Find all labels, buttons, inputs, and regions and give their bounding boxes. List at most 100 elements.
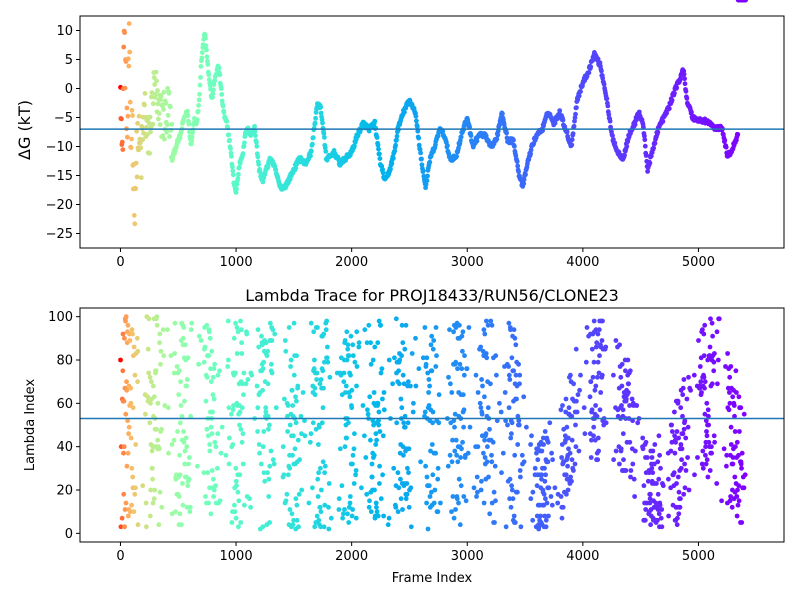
bottom-point <box>401 381 407 387</box>
bottom-point <box>130 405 136 411</box>
top-point <box>388 166 393 172</box>
bottom-point <box>369 474 375 480</box>
bottom-point <box>296 524 301 530</box>
bottom-point <box>318 465 323 471</box>
bottom-point <box>211 396 217 402</box>
bottom-point <box>180 335 186 341</box>
bottom-point <box>559 515 565 521</box>
bottom-point <box>295 383 301 389</box>
bottom-point <box>174 364 180 369</box>
bottom-point <box>428 342 434 348</box>
bottom-point <box>423 463 428 469</box>
y-tick-label: −25 <box>46 227 73 242</box>
bottom-point <box>680 413 685 419</box>
bottom-point <box>730 455 736 460</box>
bottom-point <box>459 333 465 339</box>
bottom-point <box>507 496 512 502</box>
top-point <box>235 176 241 181</box>
bottom-point <box>703 452 708 458</box>
top-point <box>228 146 233 152</box>
bottom-point <box>628 474 633 480</box>
top-point <box>169 121 175 127</box>
bottom-point <box>700 465 706 471</box>
bottom-point <box>447 327 452 333</box>
bottom-point <box>630 461 636 467</box>
bottom-point <box>453 359 459 365</box>
bottom-point <box>187 504 193 510</box>
bottom-point <box>736 452 741 458</box>
bottom-point <box>405 379 411 385</box>
bottom-point <box>739 465 744 471</box>
bottom-point <box>544 500 550 506</box>
bottom-point <box>568 372 573 378</box>
bottom-point <box>232 502 237 508</box>
bottom-point <box>300 390 306 395</box>
top-point <box>240 151 246 157</box>
bottom-point <box>308 320 314 326</box>
top-point <box>135 120 141 126</box>
bottom-point <box>404 481 410 486</box>
bottom-point <box>177 368 182 374</box>
bottom-point <box>705 407 711 413</box>
y-tick-label: 100 <box>48 310 73 325</box>
bottom-point <box>297 457 302 463</box>
bottom-point <box>293 394 298 400</box>
bottom-point <box>187 455 192 460</box>
top-point <box>454 154 459 159</box>
top-point <box>666 106 672 111</box>
bottom-point <box>461 494 467 499</box>
bottom-point <box>530 517 536 523</box>
top-point <box>392 148 398 154</box>
bottom-point <box>492 520 497 525</box>
bottom-point <box>587 394 593 400</box>
bottom-point <box>321 331 327 337</box>
bottom-point <box>672 433 677 439</box>
bottom-point <box>621 457 626 463</box>
bottom-point <box>675 474 681 480</box>
top-point <box>156 111 162 116</box>
top-point <box>651 145 656 151</box>
top-point <box>396 127 401 133</box>
bottom-point <box>564 424 570 430</box>
bottom-point <box>465 450 471 456</box>
top-point <box>380 170 386 176</box>
bottom-point <box>352 359 358 365</box>
bottom-point <box>233 320 239 326</box>
top-point <box>514 159 520 165</box>
bottom-point <box>555 500 561 506</box>
bottom-point <box>658 515 664 521</box>
bottom-point <box>173 509 178 515</box>
bottom-point <box>131 344 137 350</box>
top-point <box>150 101 156 107</box>
top-point <box>413 113 419 119</box>
bottom-point <box>619 403 624 408</box>
bottom-point <box>669 422 674 428</box>
bottom-point <box>306 500 312 506</box>
top-point <box>647 160 653 166</box>
bottom-point <box>239 327 244 333</box>
bottom-point <box>260 366 266 372</box>
bottom-point <box>706 413 711 419</box>
bottom-point <box>413 335 418 341</box>
bottom-point <box>534 483 540 489</box>
bottom-point <box>156 446 162 452</box>
top-point <box>645 169 650 174</box>
bottom-point <box>577 387 582 393</box>
bottom-point <box>314 370 320 376</box>
top-point <box>528 147 534 153</box>
bottom-point <box>728 364 734 369</box>
bottom-point <box>474 494 479 499</box>
y-tick-label: 80 <box>56 354 73 369</box>
y-tick-label: −10 <box>46 140 73 155</box>
bottom-point <box>596 327 602 333</box>
y-tick-label: 0 <box>65 82 73 97</box>
top-panel: 0 1000 2000 3000 4000 5000 −25 −20 −15 −10 −5 0 5 10… <box>15 0 785 270</box>
bottom-point <box>534 450 539 456</box>
bottom-point <box>393 316 399 322</box>
bottom-point <box>483 431 489 437</box>
bottom-point <box>700 327 705 333</box>
bottom-point <box>488 318 494 324</box>
bottom-point <box>742 472 748 478</box>
top-point <box>523 172 528 178</box>
